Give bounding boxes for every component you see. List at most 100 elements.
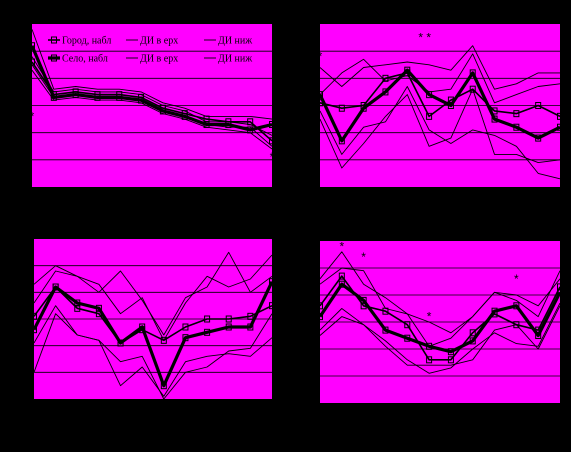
series-point: [31, 326, 37, 334]
significance-star: *: [361, 250, 366, 264]
chart-panel-3: [31, 239, 275, 400]
series-line-5: [319, 302, 561, 374]
series-point: [535, 134, 542, 142]
series-point: [382, 326, 389, 334]
series-point: [491, 307, 498, 315]
series-point: [447, 356, 454, 364]
series-point: [382, 307, 389, 315]
series-point: [203, 121, 210, 129]
series-line-6: [319, 86, 561, 180]
legend-marker: [51, 36, 57, 44]
significance-star: * *: [418, 31, 431, 45]
series-point: [535, 332, 542, 339]
series-point: [360, 104, 367, 112]
series-point: [160, 336, 167, 344]
series-point: [269, 302, 275, 310]
legend-marker: [51, 54, 57, 62]
series-point: [317, 313, 323, 321]
series-point: [95, 304, 102, 312]
series-point: [338, 104, 345, 112]
series-line-2: [30, 45, 273, 132]
series-point: [247, 312, 254, 320]
series-point: [31, 312, 37, 320]
series-point: [247, 323, 254, 331]
series-point: [139, 323, 146, 331]
significance-star: *: [514, 272, 519, 286]
series-point: [182, 334, 189, 342]
series-point: [469, 85, 476, 93]
series-line-3: [319, 45, 560, 90]
legend-label: Город, набл: [62, 36, 111, 47]
series-point: [513, 123, 520, 131]
series-line-6: [33, 305, 273, 400]
series-line-1: [319, 72, 561, 118]
series-point: [513, 302, 520, 310]
series-point: [404, 334, 411, 342]
series-point: [469, 337, 476, 345]
series-point: [160, 382, 167, 390]
series-line-2: [318, 68, 561, 143]
series-line-2: [32, 281, 274, 388]
significance-star: *: [30, 109, 35, 123]
series-point: [74, 304, 81, 312]
legend-label: ДИ в ерх: [140, 36, 178, 47]
series-point: [204, 315, 211, 323]
series-point: [317, 302, 323, 310]
series-line-2: [318, 282, 562, 354]
series-point: [117, 339, 124, 347]
significance-star: *: [270, 150, 275, 164]
series-point: [74, 299, 81, 307]
series-line-6: [319, 305, 561, 366]
series-point: [159, 107, 166, 115]
series-point: [138, 96, 145, 104]
series-point: [29, 58, 35, 66]
series-line-4: [319, 267, 561, 334]
series-point: [247, 126, 254, 134]
legend-label: Село, набл: [62, 54, 108, 65]
series-point: [338, 137, 345, 145]
series-point: [269, 137, 275, 145]
series-point: [52, 283, 59, 291]
legend-label: ДИ ниж: [218, 36, 252, 47]
series-point: [72, 91, 79, 99]
series-line-1: [31, 61, 273, 142]
series-line-1: [319, 275, 561, 361]
series-line-3: [31, 29, 273, 120]
series-point: [338, 280, 345, 288]
series-point: [204, 328, 211, 336]
chart-panel-4: * * * *: [317, 239, 563, 403]
series-point: [225, 121, 232, 129]
series-point: [247, 118, 254, 126]
series-point: [182, 323, 189, 331]
series-point: [29, 42, 35, 50]
series-point: [404, 66, 411, 74]
series-line-3: [319, 251, 561, 347]
series-point: [557, 288, 563, 296]
series-point: [269, 278, 275, 286]
series-point: [557, 112, 563, 120]
series-point: [557, 283, 563, 291]
significance-star: *: [318, 50, 323, 64]
series-point: [317, 91, 323, 99]
legend-label: ДИ ниж: [218, 54, 252, 65]
series-point: [513, 110, 520, 118]
series-point: [447, 348, 454, 356]
series-point: [404, 321, 411, 329]
series-point: [338, 272, 345, 280]
series-point: [94, 93, 101, 101]
series-point: [426, 342, 433, 350]
series-line-5: [33, 313, 273, 397]
significance-star: *: [427, 310, 432, 324]
significance-star: *: [339, 239, 344, 253]
series-point: [382, 88, 389, 96]
series-line-4: [31, 69, 273, 150]
series-point: [360, 296, 367, 304]
series-point: [491, 115, 498, 123]
series-point: [426, 356, 433, 364]
series-point: [513, 321, 520, 329]
series-line-1: [33, 286, 273, 344]
series-line-4: [33, 251, 273, 336]
series-point: [426, 91, 433, 99]
series-line-5: [319, 88, 561, 169]
